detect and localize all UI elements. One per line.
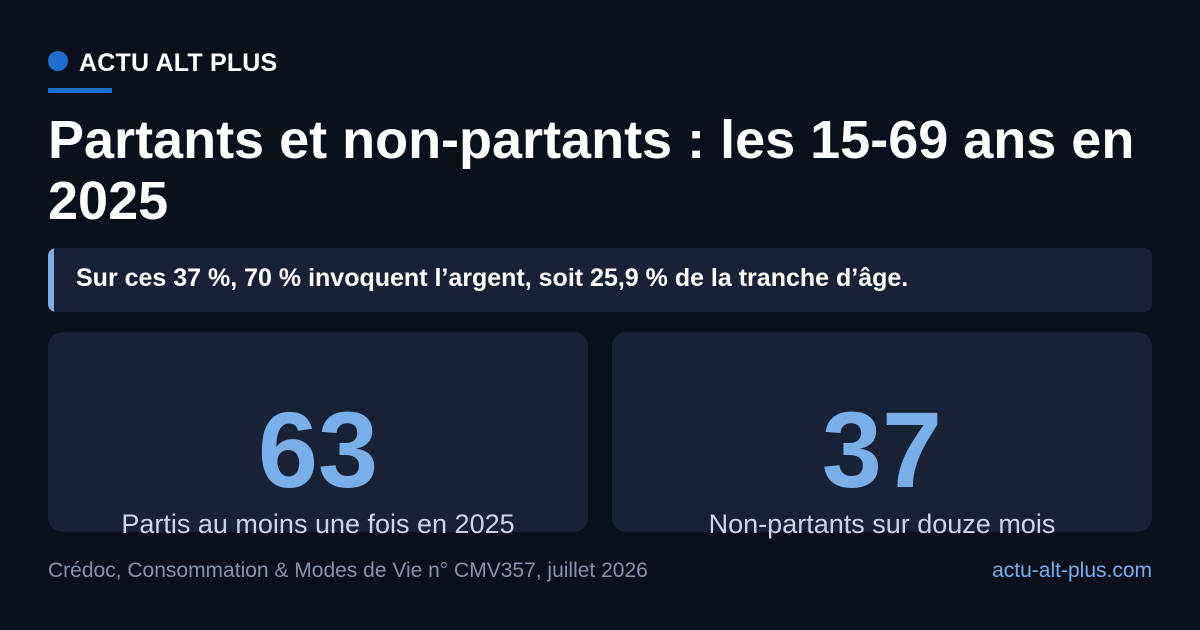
callout-text: Sur ces 37 %, 70 % invoquent l’argent, s… (76, 264, 909, 292)
stat-card-partants (48, 332, 588, 532)
stat-label-partants: Partis au moins une fois en 2025 (121, 509, 515, 539)
callout-accent-bar (48, 248, 54, 312)
site-link[interactable]: actu-alt-plus.com (992, 559, 1152, 582)
stat-value-partants: 63 (257, 389, 379, 510)
brand-underline (48, 88, 112, 93)
source-citation: Crédoc, Consommation & Modes de Vie n° C… (48, 559, 648, 582)
callout: Sur ces 37 %, 70 % invoquent l’argent, s… (48, 248, 1152, 312)
stat-value-non-partants: 37 (821, 389, 943, 510)
brand: ACTU ALT PLUS (48, 48, 277, 78)
brand-name: ACTU ALT PLUS (79, 48, 278, 77)
brand-dot-icon (48, 51, 68, 71)
stat-label-non-partants: Non-partants sur douze mois (708, 509, 1056, 539)
headline: Partants et non-partants : les 15-69 ans… (48, 110, 1135, 231)
stat-card-non-partants (612, 332, 1152, 532)
